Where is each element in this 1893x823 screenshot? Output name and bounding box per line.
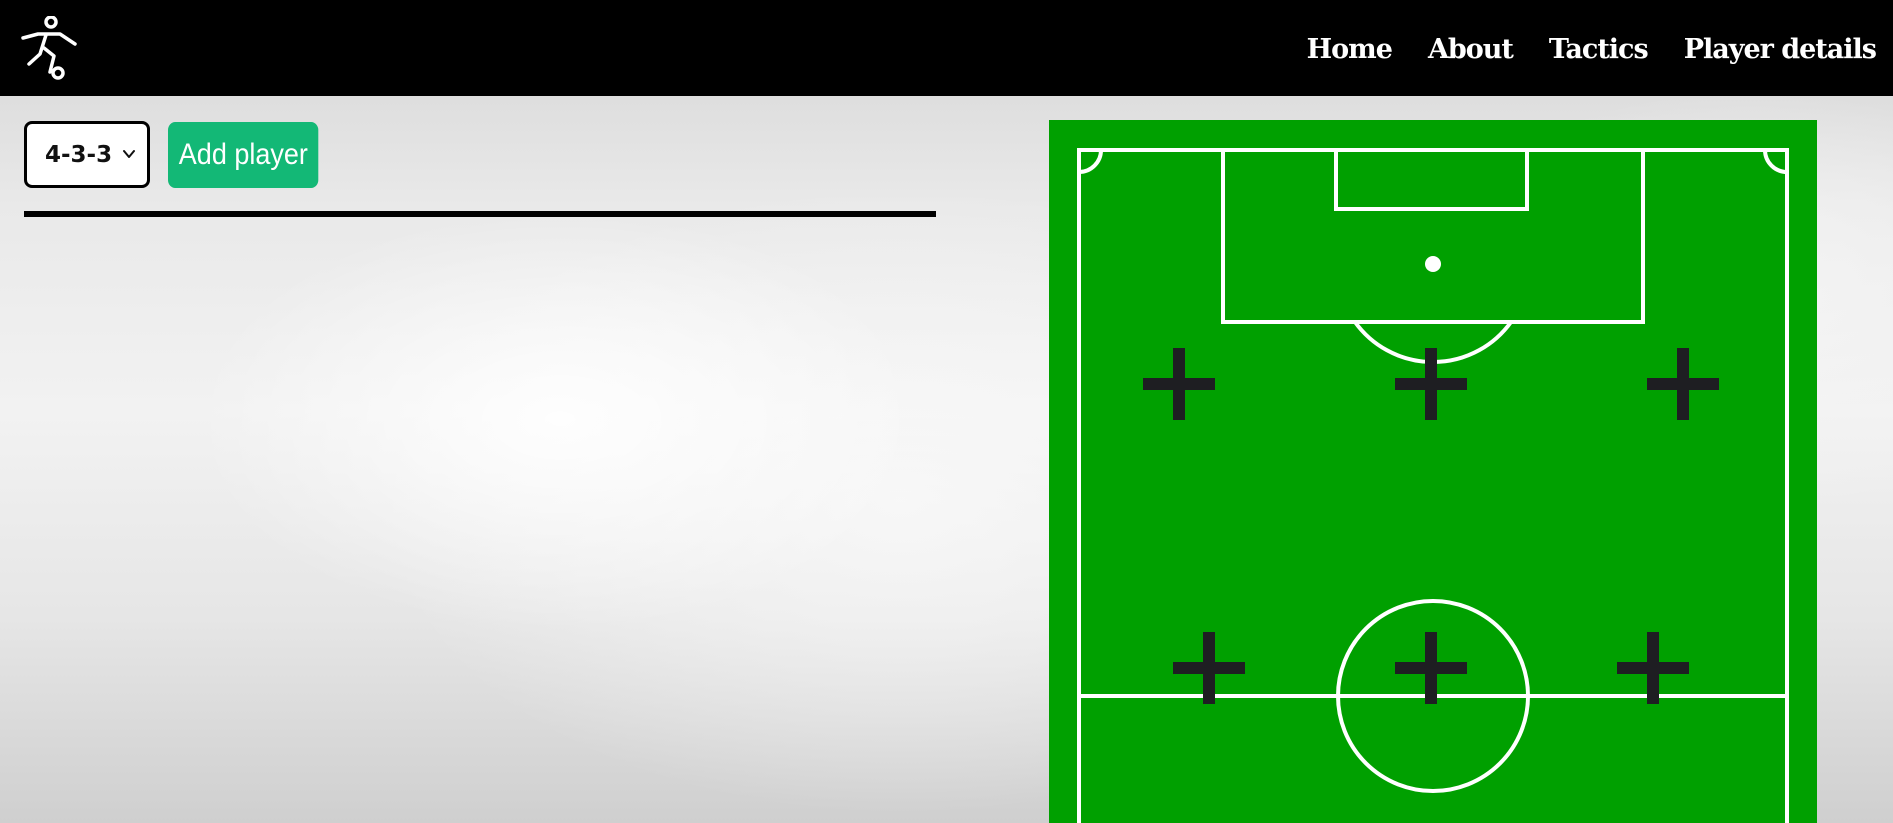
chevron-down-icon <box>123 150 135 158</box>
nav-link-player-details[interactable]: Player details <box>1683 34 1877 65</box>
nav-link-home[interactable]: Home <box>1306 34 1393 65</box>
formation-controls: 4-3-3 Add player <box>24 121 335 188</box>
nav-link-about[interactable]: About <box>1427 34 1514 65</box>
position-marker-plus-icon[interactable] <box>1395 632 1467 704</box>
position-marker-plus-icon[interactable] <box>1647 348 1719 420</box>
position-marker-plus-icon[interactable] <box>1617 632 1689 704</box>
position-marker-plus-icon[interactable] <box>1173 632 1245 704</box>
pitch-field <box>1049 120 1817 823</box>
navbar: Home About Tactics Player details <box>0 0 1893 96</box>
penalty-spot <box>1425 256 1441 272</box>
centre-circle <box>1336 599 1530 793</box>
position-marker-plus-icon[interactable] <box>1143 348 1215 420</box>
football-player-logo-icon[interactable] <box>20 15 78 80</box>
formation-select[interactable]: 4-3-3 <box>24 121 150 188</box>
add-player-button[interactable]: Add player <box>168 121 319 188</box>
nav-link-tactics[interactable]: Tactics <box>1548 34 1649 65</box>
formation-select-value: 4-3-3 <box>45 141 113 168</box>
goal-area <box>1334 148 1529 211</box>
football-pitch <box>1049 120 1817 823</box>
corner-arc-left <box>1078 149 1103 174</box>
corner-arc-right <box>1763 149 1788 174</box>
nav-links: Home About Tactics Player details <box>1306 28 1877 72</box>
position-marker-plus-icon[interactable] <box>1395 348 1467 420</box>
divider <box>24 211 936 217</box>
